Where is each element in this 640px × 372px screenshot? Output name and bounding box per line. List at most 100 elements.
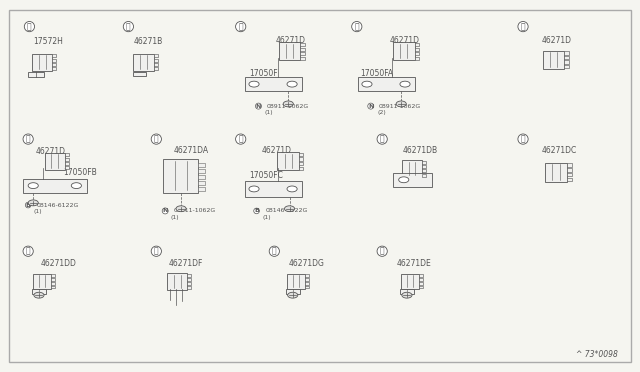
Text: ⓘ: ⓘ — [380, 135, 385, 144]
Text: ⓖ: ⓖ — [154, 135, 159, 144]
Bar — [154, 67, 158, 70]
Bar — [564, 56, 569, 59]
Text: 46271DD: 46271DD — [41, 259, 77, 268]
Text: B: B — [254, 208, 259, 214]
Text: ⓑ: ⓑ — [126, 22, 131, 31]
Bar — [564, 51, 569, 55]
Bar — [51, 282, 55, 285]
Text: 17050F: 17050F — [249, 69, 278, 78]
Circle shape — [249, 81, 259, 87]
Bar — [277, 152, 299, 170]
Circle shape — [284, 101, 293, 107]
Bar — [299, 162, 303, 165]
Circle shape — [402, 292, 412, 298]
Bar — [168, 273, 187, 289]
Bar — [300, 48, 305, 51]
Circle shape — [396, 101, 406, 107]
Bar — [187, 274, 191, 277]
Text: 46271DC: 46271DC — [542, 145, 577, 155]
Text: ^ 73*0098: ^ 73*0098 — [576, 350, 618, 359]
Bar — [52, 63, 56, 66]
Bar — [393, 42, 415, 60]
Text: 17050FB: 17050FB — [64, 167, 97, 177]
Bar — [245, 77, 302, 92]
Text: B: B — [26, 203, 31, 208]
Bar — [187, 278, 191, 281]
Text: 46271DE: 46271DE — [396, 259, 431, 268]
Bar — [133, 72, 145, 76]
Bar — [299, 167, 303, 170]
Bar — [415, 52, 419, 55]
Text: 46271B: 46271B — [134, 38, 163, 46]
Bar — [358, 77, 415, 92]
Circle shape — [399, 177, 409, 183]
Bar — [33, 274, 51, 289]
Text: 46271DB: 46271DB — [403, 145, 438, 155]
Bar — [568, 178, 572, 181]
Bar — [545, 163, 568, 182]
Text: ⓝ: ⓝ — [380, 247, 385, 256]
Text: 08911-1062G: 08911-1062G — [267, 104, 309, 109]
Bar — [187, 282, 191, 285]
Text: ⓓ: ⓓ — [355, 22, 359, 31]
Bar — [300, 43, 305, 46]
Text: ⓔ: ⓔ — [521, 22, 525, 31]
Circle shape — [287, 81, 297, 87]
Bar — [568, 163, 572, 167]
Bar — [23, 179, 86, 193]
Text: (1): (1) — [262, 215, 271, 220]
Text: 08146-6122G: 08146-6122G — [266, 208, 308, 214]
Circle shape — [249, 186, 259, 192]
Bar — [299, 153, 303, 156]
Bar — [419, 282, 423, 285]
Text: 46271DF: 46271DF — [169, 259, 204, 268]
Circle shape — [287, 292, 298, 298]
Text: ⓗ: ⓗ — [238, 135, 243, 144]
Bar — [198, 169, 205, 173]
Bar — [299, 157, 303, 161]
Bar — [45, 153, 65, 170]
Bar — [65, 162, 69, 165]
Bar — [198, 163, 205, 167]
Text: ⓕ: ⓕ — [26, 135, 31, 144]
Text: 17050FC: 17050FC — [249, 171, 283, 180]
Text: (1): (1) — [33, 209, 42, 214]
Circle shape — [287, 186, 297, 192]
Text: (1): (1) — [171, 215, 180, 220]
Bar — [133, 54, 154, 71]
Bar — [163, 159, 198, 193]
Bar — [28, 72, 44, 77]
Circle shape — [400, 81, 410, 87]
Bar — [422, 174, 426, 177]
Bar — [154, 54, 158, 57]
Bar — [154, 63, 158, 66]
Text: ⓒ: ⓒ — [238, 22, 243, 31]
Text: ⓙ: ⓙ — [521, 135, 525, 144]
Bar — [198, 181, 205, 185]
Bar — [568, 173, 572, 176]
Bar — [305, 282, 308, 285]
Circle shape — [34, 292, 44, 298]
Bar — [415, 43, 419, 46]
Bar — [300, 52, 305, 55]
Text: 46271D: 46271D — [36, 147, 66, 156]
Text: (2): (2) — [377, 110, 386, 115]
Bar — [285, 289, 300, 294]
Text: 46271D: 46271D — [276, 36, 305, 45]
Bar — [52, 54, 56, 57]
Bar — [564, 65, 569, 68]
Bar — [32, 54, 52, 71]
Bar — [422, 161, 426, 164]
Text: 46271D: 46271D — [262, 145, 292, 155]
Bar — [154, 59, 158, 62]
Bar — [65, 166, 69, 169]
Bar — [198, 175, 205, 179]
Circle shape — [176, 206, 186, 212]
Bar — [245, 181, 302, 197]
Bar — [422, 165, 426, 168]
Bar — [564, 61, 569, 64]
Bar — [52, 67, 56, 70]
Bar — [51, 278, 55, 281]
Bar — [305, 286, 308, 288]
Text: ⓐ: ⓐ — [27, 22, 32, 31]
